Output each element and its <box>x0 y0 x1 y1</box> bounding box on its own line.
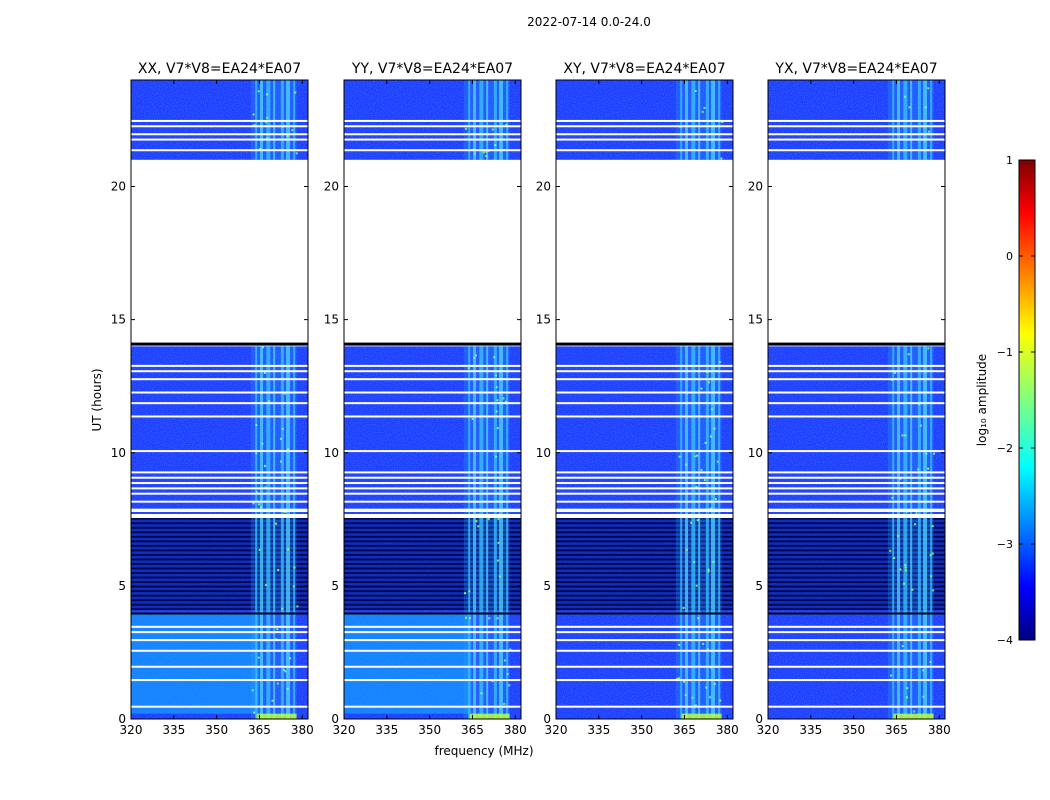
x-tick-label: 350 <box>842 723 865 737</box>
panel-title: XX, V7*V8=EA24*EA07 <box>138 61 301 77</box>
panels-group: XX, V7*V8=EA24*EA07 320 335 350 365 380 0 5 10 15… <box>111 61 951 737</box>
x-tick-label: 350 <box>418 723 441 737</box>
x-tick-label: 320 <box>120 723 143 737</box>
colorbar-tick-label: 0 <box>1006 250 1013 263</box>
x-tick-label: 320 <box>545 723 568 737</box>
y-tick-label: 20 <box>536 180 551 194</box>
y-tick-label: 20 <box>748 180 763 194</box>
colorbar-tick-label: −2 <box>997 442 1013 455</box>
x-tick-label: 320 <box>757 723 780 737</box>
colorbar-ticks: 1 0 −1 −2 −3 −4 <box>997 154 1035 647</box>
colorbar-tick-label: 1 <box>1006 154 1013 167</box>
y-axis-label: UT (hours) <box>90 368 104 431</box>
x-tick-label: 365 <box>248 723 271 737</box>
y-tick-label: 0 <box>543 712 551 726</box>
spectrogram-image <box>556 80 733 719</box>
x-tick-label: 380 <box>291 723 314 737</box>
y-tick-label: 5 <box>543 579 551 593</box>
colorbar-label: log₁₀ amplitude <box>975 354 989 446</box>
panel-xx: XX, V7*V8=EA24*EA07 320 335 350 365 380 0 5 10 15… <box>111 61 314 737</box>
x-tick-label: 365 <box>885 723 908 737</box>
panel-frame <box>343 79 522 720</box>
panel-xy: XY, V7*V8=EA24*EA07 320 335 350 365 380 0 5 10 15… <box>536 61 739 737</box>
x-tick-label: 380 <box>928 723 951 737</box>
x-tick-label: 335 <box>162 723 185 737</box>
x-tick-label: 365 <box>673 723 696 737</box>
y-tick-label: 15 <box>111 313 126 327</box>
colorbar-tick-label: −4 <box>997 634 1013 647</box>
y-tick-label: 5 <box>118 579 126 593</box>
x-tick-label: 320 <box>333 723 356 737</box>
panel-frame <box>555 79 734 720</box>
x-tick-label: 335 <box>587 723 610 737</box>
figure-title: 2022-07-14 0.0-24.0 <box>527 15 651 29</box>
y-tick-label: 15 <box>324 313 339 327</box>
y-tick-label: 20 <box>111 180 126 194</box>
y-tick-label: 0 <box>331 712 339 726</box>
y-tick-label: 10 <box>324 446 339 460</box>
colorbar-gradient <box>1018 159 1036 641</box>
spectrogram-image <box>344 80 521 719</box>
panel-title: YY, V7*V8=EA24*EA07 <box>351 61 513 77</box>
y-tick-label: 10 <box>536 446 551 460</box>
colorbar-tick-label: −3 <box>997 538 1013 551</box>
y-tick-label: 0 <box>755 712 763 726</box>
spectrogram-image <box>768 80 945 719</box>
panel-frame <box>767 79 946 720</box>
x-tick-label: 365 <box>461 723 484 737</box>
colorbar: 1 0 −1 −2 −3 −4 log₁₀ amplitude <box>975 154 1036 647</box>
y-tick-label: 5 <box>755 579 763 593</box>
y-tick-label: 10 <box>111 446 126 460</box>
y-tick-label: 5 <box>331 579 339 593</box>
x-tick-label: 350 <box>630 723 653 737</box>
panel-yx: YX, V7*V8=EA24*EA07 320 335 350 365 380 0 5 10 15… <box>748 61 951 737</box>
y-tick-label: 10 <box>748 446 763 460</box>
x-axis-label: frequency (MHz) <box>434 744 533 758</box>
y-tick-label: 0 <box>118 712 126 726</box>
panel-title: XY, V7*V8=EA24*EA07 <box>563 61 725 77</box>
x-tick-label: 350 <box>205 723 228 737</box>
y-tick-label: 15 <box>748 313 763 327</box>
x-tick-label: 335 <box>799 723 822 737</box>
panel-title: YX, V7*V8=EA24*EA07 <box>774 61 937 77</box>
y-tick-label: 20 <box>324 180 339 194</box>
colorbar-tick-label: −1 <box>997 346 1013 359</box>
panel-frame <box>130 79 309 720</box>
x-tick-label: 335 <box>375 723 398 737</box>
y-tick-label: 15 <box>536 313 551 327</box>
x-tick-label: 380 <box>716 723 739 737</box>
x-tick-label: 380 <box>504 723 527 737</box>
spectrogram-image <box>131 80 308 719</box>
panel-yy: YY, V7*V8=EA24*EA07 320 335 350 365 380 0 5 10 15… <box>324 61 527 737</box>
